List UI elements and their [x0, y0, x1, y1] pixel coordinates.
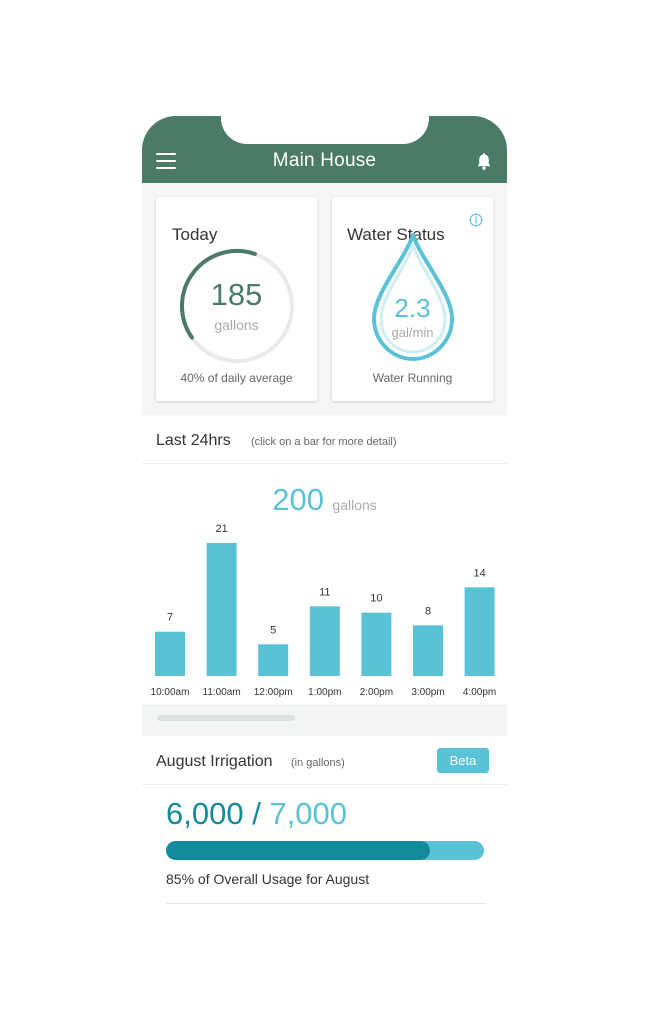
x-tick-label: 12:00pm [254, 687, 293, 698]
flow-rate-value: 2.3 [394, 293, 431, 323]
bar-4:00pm[interactable] [464, 587, 495, 676]
x-tick-label: 10:00am [151, 687, 190, 698]
irrigation-goal: 7,000 [269, 796, 348, 831]
irrigation-progress-bar [166, 841, 484, 860]
irrigation-separator: / [252, 796, 261, 831]
bar-value-label: 8 [425, 605, 431, 617]
chart-scrollbar-thumb[interactable] [157, 715, 295, 721]
irrigation-used: 6,000 [166, 796, 244, 831]
summary-cards: Today 185 gallons 40% of daily average W… [142, 183, 507, 415]
irrigation-units-note: (in gallons) [291, 757, 345, 769]
bar-12:00pm[interactable] [258, 644, 289, 676]
bar-1:00pm[interactable] [309, 606, 340, 676]
last24-title: Last 24hrs [156, 432, 231, 449]
irrigation-progress-fill [166, 841, 430, 860]
x-tick-label: 4:00pm [463, 687, 496, 698]
today-title: Today [172, 225, 218, 244]
info-icon[interactable] [469, 213, 483, 227]
today-gallons-value: 185 [210, 277, 263, 312]
irrigation-caption: 85% of Overall Usage for August [166, 871, 370, 887]
x-tick-label: 11:00am [203, 687, 241, 698]
bottom-divider [166, 903, 486, 904]
water-status-title: Water Status [347, 225, 445, 244]
flow-rate-unit: gal/min [391, 325, 434, 340]
irrigation-totals: 6,000 / 7,000 [166, 796, 347, 832]
phone-notch [221, 115, 429, 144]
bar-2:00pm[interactable] [361, 612, 392, 676]
bar-3:00pm[interactable] [413, 625, 443, 676]
x-tick-label: 2:00pm [360, 687, 393, 698]
bar-11:00am[interactable] [206, 543, 237, 676]
last24-total-unit: gallons [332, 497, 377, 513]
hourly-usage-chart: 7 10:00am 21 11:00am 5 12:00pm 11 1:00pm 10 2:00p… [151, 523, 497, 698]
last24-header: Last 24hrs (click on a bar for more deta… [142, 415, 507, 464]
bar-value-label: 10 [370, 593, 382, 605]
bar-value-label: 11 [319, 586, 330, 598]
usage-gauge [180, 249, 294, 363]
x-tick-label: 1:00pm [308, 687, 341, 698]
hamburger-menu-icon[interactable] [156, 153, 176, 170]
chart-scrollbar[interactable] [142, 705, 507, 728]
bar-value-label: 7 [167, 612, 173, 624]
water-drop-icon [372, 233, 454, 361]
bar-value-label: 21 [215, 523, 227, 535]
bar-value-label: 5 [270, 624, 276, 636]
last24-total: 200 gallons [142, 482, 507, 518]
irrigation-title: August Irrigation [156, 753, 273, 770]
daily-average-caption: 40% of daily average [180, 371, 293, 385]
page-title: Main House [272, 150, 377, 171]
today-card[interactable]: Today 185 gallons 40% of daily average [156, 197, 317, 401]
app-header: Main House [142, 115, 507, 183]
bar-10:00am[interactable] [155, 631, 185, 676]
beta-badge[interactable]: Beta [437, 748, 489, 773]
water-status-card[interactable]: Water Status 2.3 gal/min Water Running [332, 197, 493, 401]
last24-total-value: 200 [272, 482, 324, 517]
bar-value-label: 14 [473, 567, 485, 579]
last24-hint: (click on a bar for more detail) [251, 436, 397, 448]
section-divider [142, 727, 507, 736]
bell-icon[interactable] [474, 152, 494, 172]
water-running-status: Water Running [372, 371, 453, 385]
phone-screen: Main House Today 185 gallons 40% of dail… [142, 115, 507, 916]
irrigation-header: August Irrigation (in gallons) Beta [142, 736, 507, 785]
x-tick-label: 3:00pm [411, 687, 444, 698]
today-gallons-unit: gallons [214, 317, 259, 333]
